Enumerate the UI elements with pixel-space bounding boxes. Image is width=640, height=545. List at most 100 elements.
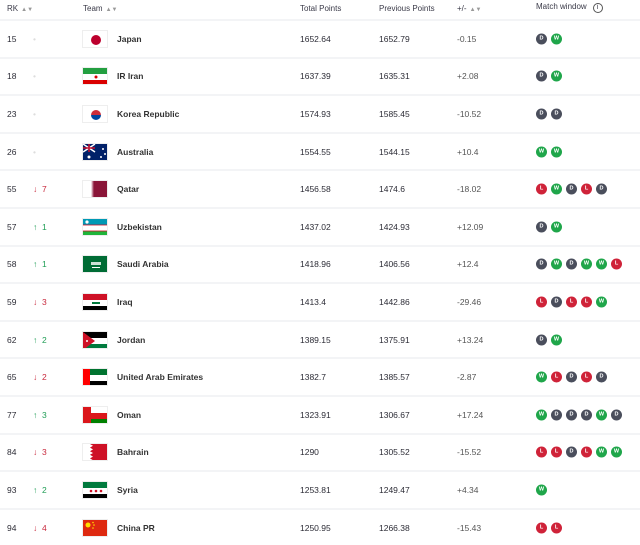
rank: 84 [7,447,17,458]
points-diff: -15.43 [457,522,482,533]
rank: 18 [7,71,17,82]
result-badge-draw: D [596,371,607,383]
table-row[interactable]: 93 ↑ 2 Syria 1253.81 1249.47 +4.34 W [0,472,640,508]
iran-flag-icon [82,67,108,86]
team-name[interactable]: Iraq [117,297,133,307]
result-badge-draw: D [536,33,547,45]
previous-points: 1544.15 [379,146,410,157]
team-name[interactable]: Uzbekistan [117,221,162,232]
result-badge-loss: L [536,183,547,195]
table-row[interactable]: 23 • Korea Republic 1574.93 1585.45 -10.5… [0,96,640,132]
team-name[interactable]: Qatar [117,184,140,195]
jordan-flag-icon [82,330,108,349]
team-name[interactable]: Japan [117,33,142,44]
team-name[interactable]: Oman [117,409,142,420]
result-badge-draw: D [551,296,562,308]
match-window-header: Match window i [536,2,603,13]
sort-team-header[interactable]: Team ▲▼ [83,4,118,13]
rank-movement: • [33,109,41,119]
total-points: 1456.58 [300,184,331,195]
total-points: 1418.96 [300,259,331,270]
points-diff: -18.02 [457,184,482,195]
rank: 23 [7,109,17,120]
team-name[interactable]: United Arab Emirates [117,372,204,383]
info-icon[interactable]: i [592,3,603,13]
arrow-up-icon: ↑ [33,259,38,270]
rank-movement: ↓ 7 [33,184,47,195]
result-badge-win: W [596,258,607,270]
result-badge-win: W [551,70,562,82]
arrow-up-icon: ↑ [33,334,38,345]
result-badge-draw: D [566,183,577,195]
result-badge-draw: D [536,258,547,270]
rank: 59 [7,297,17,307]
points-diff: -0.15 [457,33,477,44]
result-badge-loss: L [581,296,592,308]
team-name[interactable]: Saudi Arabia [117,259,169,270]
result-badge-draw: D [566,258,577,270]
team-name[interactable]: Syria [117,484,138,495]
table-row[interactable]: 58 ↑ 1 Saudi Arabia 1418.96 1406.56 +12.4… [0,246,640,283]
table-row[interactable]: 65 ↓ 2 United Arab Emirates 1382.7 1385.5… [0,359,640,395]
rank-movement: ↑ 1 [33,221,47,232]
total-points: 1250.95 [300,522,331,533]
result-badge-win: W [596,296,607,308]
result-badge-loss: L [581,446,592,458]
table-row[interactable]: 57 ↑ 1 Uzbekistan 1437.02 1424.93 +12.09 … [0,209,640,245]
uae-flag-icon [82,368,108,387]
rank-movement: ↓ 2 [33,372,47,383]
team-name[interactable]: Australia [117,146,154,157]
rank: 55 [7,184,17,195]
total-points: 1323.91 [300,409,331,420]
team-name[interactable]: Korea Republic [117,109,180,120]
result-badge-draw: D [596,183,607,195]
previous-points: 1375.91 [379,334,410,345]
rank: 26 [7,146,17,157]
rank: 77 [7,409,17,420]
australia-flag-icon [82,142,108,161]
rank: 62 [7,334,17,345]
total-points: 1574.93 [300,109,331,120]
rank: 65 [7,372,17,383]
rank-movement: ↑ 3 [33,409,47,420]
team-name[interactable]: IR Iran [117,71,144,82]
previous-points: 1442.86 [379,297,410,307]
result-badge-draw: D [551,409,562,421]
rank-movement: ↓ 4 [33,522,47,533]
rank-movement: ↑ 2 [33,484,47,495]
total-points: 1652.64 [300,33,331,44]
result-badge-draw: D [536,108,547,120]
result-badge-loss: L [536,296,547,308]
result-badge-win: W [551,183,562,195]
result-badge-draw: D [536,221,547,233]
result-badge-win: W [611,446,622,458]
syria-flag-icon [82,480,108,499]
result-badge-draw: D [536,334,547,346]
total-points: 1382.7 [300,372,326,383]
result-badge-win: W [596,409,607,421]
team-name[interactable]: Jordan [117,334,146,345]
points-diff: +2.08 [457,71,479,82]
sort-rank-header[interactable]: RK ▲▼ [7,4,34,13]
team-name[interactable]: China PR [117,522,155,533]
team-name[interactable]: Bahrain [117,447,149,458]
sort-diff-header[interactable]: +/- ▲▼ [457,4,482,13]
result-badge-draw: D [566,446,577,458]
result-badge-draw: D [551,108,562,120]
table-header: RK ▲▼ Team ▲▼ Total Points Previous Points… [0,0,640,19]
result-badge-loss: L [581,371,592,383]
points-diff: -29.46 [457,297,482,307]
